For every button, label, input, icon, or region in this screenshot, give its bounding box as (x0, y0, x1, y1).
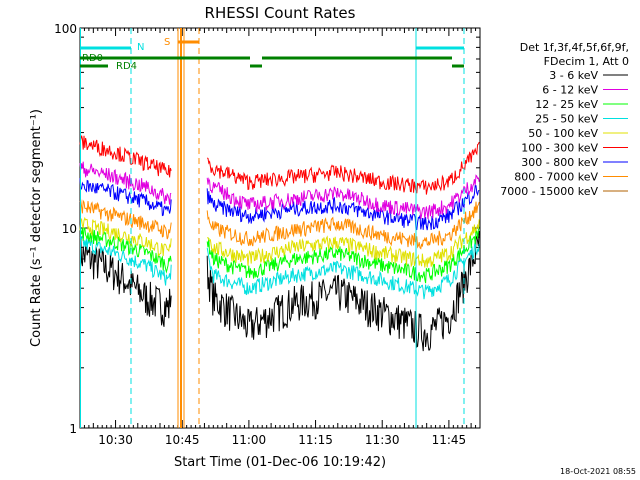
y-tick-label: 10 (62, 222, 77, 236)
timestamp: 18-Oct-2021 08:55 (560, 467, 636, 476)
bar-label-rd4: RD4 (116, 61, 137, 72)
bar-label-n: N (137, 42, 144, 53)
series-line-50-100-kev (79, 216, 480, 268)
chart-title: RHESSI Count Rates (205, 4, 356, 22)
x-tick-label: 10:45 (165, 433, 200, 447)
x-ticks: 10:30 10:45 11:00 11:15 11:30 11:45 (83, 28, 477, 447)
legend-label: 50 - 100 keV (528, 127, 598, 140)
legend-label: 300 - 800 keV (521, 156, 598, 169)
series-line-3-6-kev (79, 230, 480, 352)
x-axis-label: Start Time (01-Dec-06 10:19:42) (174, 455, 386, 470)
y-tick-label: 100 (54, 22, 77, 36)
state-bars: N S RD0 RD4 (80, 37, 464, 72)
bar-label-rd0: RD0 (82, 53, 103, 64)
x-tick-label: 11:30 (365, 433, 400, 447)
legend-label: 100 - 300 keV (521, 142, 598, 155)
x-tick-label: 11:45 (432, 433, 467, 447)
series-line-25-50-kev (79, 235, 480, 300)
series-line-100-300-kev (79, 135, 480, 195)
series-line-800-7000-kev (79, 199, 480, 250)
marker-lines (80, 28, 465, 428)
x-tick-label: 11:00 (232, 433, 267, 447)
series-line-12-25-kev (79, 226, 480, 284)
legend-label: 6 - 12 keV (542, 84, 598, 97)
bar-label-s: S (164, 37, 170, 48)
legend-header-2: FDecim 1, Att 0 (544, 55, 629, 68)
legend: Det 1f,3f,4f,5f,6f,9f, FDecim 1, Att 0 3… (500, 41, 629, 198)
legend-label: 800 - 7000 keV (514, 171, 598, 184)
series-line-6-12-kev (79, 161, 480, 220)
x-tick-label: 10:30 (98, 433, 133, 447)
legend-label: 25 - 50 keV (535, 113, 598, 126)
legend-label: 12 - 25 keV (535, 98, 598, 111)
series-line-300-800-kev (79, 178, 480, 231)
series-lines (79, 135, 480, 352)
legend-header-1: Det 1f,3f,4f,5f,6f,9f, (520, 41, 629, 54)
x-tick-label: 11:15 (298, 433, 333, 447)
y-tick-label: 1 (69, 422, 77, 436)
legend-label: 7000 - 15000 keV (500, 185, 598, 198)
y-axis-label: Count Rate (s⁻¹ detector segment⁻¹) (29, 109, 44, 347)
legend-label: 3 - 6 keV (549, 69, 598, 82)
